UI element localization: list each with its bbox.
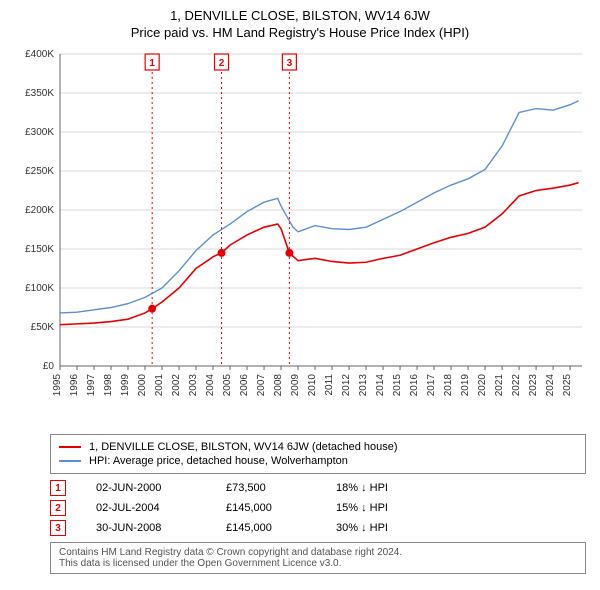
marker-price: £145,000 bbox=[226, 502, 306, 514]
legend-box: 1, DENVILLE CLOSE, BILSTON, WV14 6JW (de… bbox=[50, 434, 586, 474]
svg-text:£300K: £300K bbox=[25, 127, 54, 138]
svg-text:2023: 2023 bbox=[528, 374, 539, 397]
svg-text:2020: 2020 bbox=[477, 374, 488, 397]
svg-text:2003: 2003 bbox=[188, 374, 199, 397]
svg-text:2025: 2025 bbox=[562, 374, 573, 397]
svg-text:£0: £0 bbox=[43, 361, 55, 372]
svg-text:£200K: £200K bbox=[25, 205, 54, 216]
marker-date: 02-JUL-2004 bbox=[96, 502, 196, 514]
svg-text:2018: 2018 bbox=[443, 374, 454, 397]
svg-text:1995: 1995 bbox=[52, 374, 63, 397]
marker-price: £73,500 bbox=[226, 482, 306, 494]
svg-text:2010: 2010 bbox=[307, 374, 318, 397]
marker-table: 1 02-JUN-2000 £73,500 18% ↓ HPI 2 02-JUL-2004… bbox=[50, 480, 586, 536]
footer-line-1: Contains HM Land Registry data © Crown c… bbox=[59, 547, 577, 558]
footer-line-2: This data is licensed under the Open Gov… bbox=[59, 558, 577, 569]
marker-diff: 15% ↓ HPI bbox=[336, 502, 426, 514]
chart-area: £0 £50K £100K £150K £200K £250K £300K £350K £400… bbox=[10, 46, 590, 426]
marker-number-box: 2 bbox=[50, 500, 66, 516]
page-container: 1, DENVILLE CLOSE, BILSTON, WV14 6JW Pri… bbox=[0, 0, 600, 584]
legend-row: HPI: Average price, detached house, Wolv… bbox=[59, 455, 577, 467]
marker-price: £145,000 bbox=[226, 522, 306, 534]
legend-label: HPI: Average price, detached house, Wolv… bbox=[89, 455, 348, 467]
svg-text:1996: 1996 bbox=[69, 374, 80, 397]
svg-text:1: 1 bbox=[149, 58, 155, 69]
marker-diff: 30% ↓ HPI bbox=[336, 522, 426, 534]
svg-text:2011: 2011 bbox=[324, 374, 335, 396]
svg-text:2012: 2012 bbox=[341, 374, 352, 397]
marker-date: 02-JUN-2000 bbox=[96, 482, 196, 494]
marker-row: 1 02-JUN-2000 £73,500 18% ↓ HPI bbox=[50, 480, 586, 496]
svg-text:2015: 2015 bbox=[392, 374, 403, 397]
svg-text:2004: 2004 bbox=[205, 374, 216, 397]
svg-text:2: 2 bbox=[219, 58, 225, 69]
svg-text:2017: 2017 bbox=[426, 374, 437, 397]
svg-text:2024: 2024 bbox=[545, 374, 556, 397]
svg-text:2022: 2022 bbox=[511, 374, 522, 397]
svg-text:£150K: £150K bbox=[25, 244, 54, 255]
svg-text:1999: 1999 bbox=[120, 374, 131, 397]
marker-date: 30-JUN-2008 bbox=[96, 522, 196, 534]
marker-row: 2 02-JUL-2004 £145,000 15% ↓ HPI bbox=[50, 500, 586, 516]
legend-row: 1, DENVILLE CLOSE, BILSTON, WV14 6JW (de… bbox=[59, 441, 577, 453]
svg-text:2007: 2007 bbox=[256, 374, 267, 397]
title-line-2: Price paid vs. HM Land Registry's House … bbox=[10, 25, 590, 40]
svg-text:3: 3 bbox=[287, 58, 293, 69]
legend-swatch bbox=[59, 460, 81, 462]
legend-swatch bbox=[59, 446, 81, 448]
svg-text:£350K: £350K bbox=[25, 88, 54, 99]
marker-number-box: 1 bbox=[50, 480, 66, 496]
title-line-1: 1, DENVILLE CLOSE, BILSTON, WV14 6JW bbox=[10, 8, 590, 23]
chart-svg: £0 £50K £100K £150K £200K £250K £300K £350K £400… bbox=[10, 46, 590, 426]
marker-number-box: 3 bbox=[50, 520, 66, 536]
svg-text:2019: 2019 bbox=[460, 374, 471, 397]
svg-text:1998: 1998 bbox=[103, 374, 114, 397]
footer-box: Contains HM Land Registry data © Crown c… bbox=[50, 542, 586, 574]
svg-text:2008: 2008 bbox=[273, 374, 284, 397]
svg-text:2013: 2013 bbox=[358, 374, 369, 397]
marker-diff: 18% ↓ HPI bbox=[336, 482, 426, 494]
svg-text:£250K: £250K bbox=[25, 166, 54, 177]
svg-text:2016: 2016 bbox=[409, 374, 420, 397]
svg-text:2000: 2000 bbox=[137, 374, 148, 397]
svg-text:£100K: £100K bbox=[25, 283, 54, 294]
legend-label: 1, DENVILLE CLOSE, BILSTON, WV14 6JW (de… bbox=[89, 441, 398, 453]
svg-text:2014: 2014 bbox=[375, 374, 386, 397]
svg-text:2021: 2021 bbox=[494, 374, 505, 397]
svg-text:£400K: £400K bbox=[25, 49, 54, 60]
svg-text:2005: 2005 bbox=[222, 374, 233, 397]
svg-text:2002: 2002 bbox=[171, 374, 182, 397]
marker-row: 3 30-JUN-2008 £145,000 30% ↓ HPI bbox=[50, 520, 586, 536]
svg-text:2006: 2006 bbox=[239, 374, 250, 397]
svg-text:2001: 2001 bbox=[154, 374, 165, 397]
svg-text:1997: 1997 bbox=[86, 374, 97, 397]
svg-text:2009: 2009 bbox=[290, 374, 301, 397]
svg-text:£50K: £50K bbox=[31, 322, 55, 333]
